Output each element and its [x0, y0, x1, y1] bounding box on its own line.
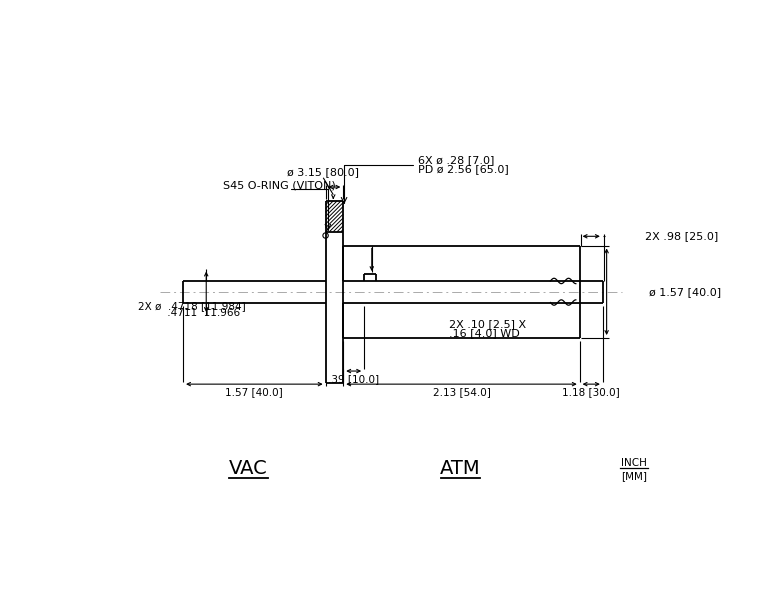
Text: VAC: VAC — [229, 460, 268, 479]
Text: ø 1.57 [40.0]: ø 1.57 [40.0] — [649, 287, 721, 297]
Text: 2.13 [54.0]: 2.13 [54.0] — [432, 387, 490, 397]
Text: 2X ø  .4718 [11.984]: 2X ø .4718 [11.984] — [138, 300, 246, 311]
Text: ø 3.15 [80.0]: ø 3.15 [80.0] — [287, 167, 359, 176]
Text: 6X ø .28 [7.0]: 6X ø .28 [7.0] — [418, 155, 494, 165]
Text: .4711  11.966: .4711 11.966 — [138, 308, 241, 318]
Text: [MM]: [MM] — [621, 471, 648, 481]
Text: PD ø 2.56 [65.0]: PD ø 2.56 [65.0] — [418, 164, 509, 174]
Text: S45 O-RING (VITON): S45 O-RING (VITON) — [223, 181, 336, 191]
Text: .39 [10.0]: .39 [10.0] — [328, 374, 379, 384]
Text: 2X .98 [25.0]: 2X .98 [25.0] — [645, 231, 719, 241]
Text: 1.57 [40.0]: 1.57 [40.0] — [225, 387, 283, 397]
Text: 1.18 [30.0]: 1.18 [30.0] — [562, 387, 620, 397]
Text: ATM: ATM — [440, 460, 481, 479]
Text: 2X .10 [2.5] X: 2X .10 [2.5] X — [449, 319, 526, 329]
Text: INCH: INCH — [621, 458, 647, 468]
Text: .16 [4.0] WD: .16 [4.0] WD — [449, 328, 520, 339]
